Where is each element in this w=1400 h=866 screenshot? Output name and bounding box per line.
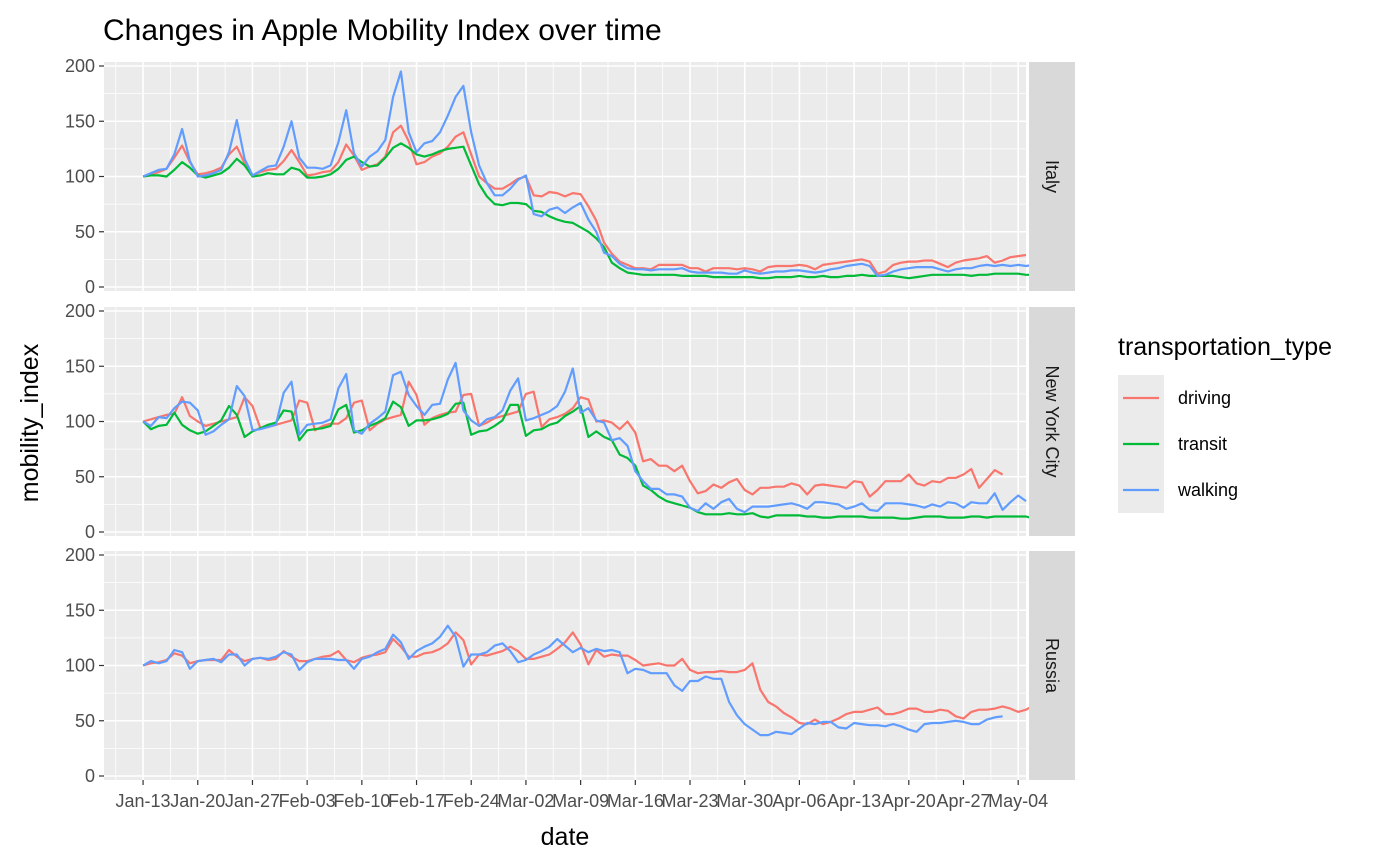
legend-label: transit [1178, 434, 1227, 454]
x-tick-label: Apr-27 [936, 791, 990, 811]
x-tick-label: Jan-20 [170, 791, 225, 811]
x-tick-label: May-04 [988, 791, 1048, 811]
y-tick-label: 150 [65, 356, 95, 376]
series-line-driving [142, 380, 1004, 498]
y-tick-label: 150 [65, 111, 95, 131]
x-tick-label: Feb-24 [443, 791, 500, 811]
y-tick-label: 50 [75, 467, 95, 487]
y-axis-title: mobility_index [16, 343, 44, 502]
series-line-walking [142, 70, 1042, 277]
facet-panel: 0 50 100 150 200 Italy [65, 56, 1075, 297]
series-line-transit [142, 400, 1058, 520]
facet-strip-label: New York City [1042, 365, 1062, 477]
legend: transportation_type driving transit walkin… [1118, 333, 1332, 513]
series-line-driving [142, 124, 1027, 275]
x-tick-label: Apr-06 [772, 791, 826, 811]
y-tick-label: 100 [65, 167, 95, 187]
y-tick-label: 0 [85, 522, 95, 542]
x-tick-label: Feb-03 [279, 791, 336, 811]
x-axis: Jan-13 Jan-20 Jan-27Feb-03Feb-10Feb-17Feb-… [116, 780, 1048, 811]
facet-strip-label: Russia [1042, 638, 1062, 694]
x-tick-label: Mar-09 [552, 791, 609, 811]
y-tick-label: 200 [65, 301, 95, 321]
x-tick-label: Apr-20 [882, 791, 936, 811]
legend-entry-driving: driving [1118, 375, 1231, 421]
facet-panel: 0 50 100 150 200 New York City [65, 301, 1075, 542]
facet-panels: 0 50 100 150 200 Italy 0 50 100 150 200 New York Ci… [65, 56, 1075, 786]
y-tick-label: 0 [85, 766, 95, 786]
y-tick-label: 100 [65, 656, 95, 676]
x-axis-title: date [541, 823, 590, 851]
x-tick-label: Feb-10 [333, 791, 390, 811]
x-tick-label: Jan-13 [116, 791, 171, 811]
series-line-walking [142, 624, 1003, 737]
series-line-walking [142, 361, 1027, 514]
x-tick-label: Apr-13 [827, 791, 881, 811]
x-tick-label: Mar-23 [662, 791, 719, 811]
y-tick-label: 200 [65, 56, 95, 76]
x-tick-label: Jan-27 [225, 791, 280, 811]
y-tick-label: 0 [85, 277, 95, 297]
legend-label: driving [1178, 388, 1231, 408]
y-tick-label: 200 [65, 545, 95, 565]
legend-label: walking [1177, 480, 1238, 500]
x-tick-label: Mar-02 [497, 791, 554, 811]
series-line-driving [142, 631, 1058, 726]
x-tick-label: Feb-17 [388, 791, 445, 811]
facet-strip [1029, 551, 1075, 780]
facet-panel: 0 50 100 150 200 Russia [65, 545, 1075, 786]
chart-title: Changes in Apple Mobility Index over tim… [103, 14, 662, 47]
legend-entry-transit: transit [1118, 421, 1227, 467]
legend-keys: driving transit walking [1118, 375, 1238, 513]
y-tick-label: 50 [75, 222, 95, 242]
y-tick-label: 50 [75, 711, 95, 731]
y-tick-label: 100 [65, 412, 95, 432]
facet-strip [1029, 62, 1075, 291]
y-tick-label: 150 [65, 600, 95, 620]
legend-title: transportation_type [1118, 333, 1332, 361]
facet-strip [1029, 307, 1075, 536]
x-tick-label: Mar-16 [607, 791, 664, 811]
x-tick-label: Mar-30 [716, 791, 773, 811]
facet-strip-label: Italy [1042, 160, 1062, 193]
legend-entry-walking: walking [1118, 467, 1238, 513]
